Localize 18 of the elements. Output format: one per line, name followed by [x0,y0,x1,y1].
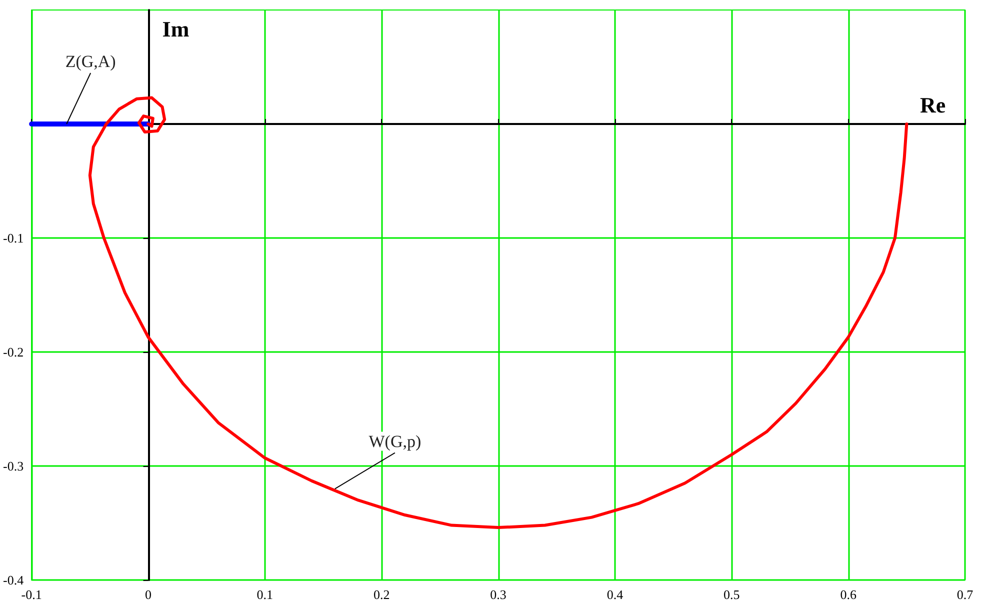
x-tick-label: 0.2 [373,587,390,601]
x-tick-label: 0.6 [840,587,857,601]
x-tick-label: 0.4 [606,587,624,601]
y-tick-label: -0.2 [2,344,24,360]
x-tick-label: 0.5 [724,587,740,601]
y-tick-label: -0.4 [2,572,24,588]
x-tick-label: 0.3 [490,587,506,601]
line-series [88,96,908,530]
x-axis-title: Re [920,92,946,118]
x-tick-label: -0.1 [21,587,42,601]
y-axis-title: Im [162,16,190,42]
annotation: W(G,p) [368,432,422,451]
y-tick-label: -0.3 [2,458,24,474]
annotation: Z(G,A) [65,52,116,71]
x-tick-label: 0.7 [956,587,974,601]
x-tick-label: 0 [145,587,152,601]
y-tick-label: -0.1 [2,230,24,246]
x-tick-label: 0.1 [256,587,274,601]
